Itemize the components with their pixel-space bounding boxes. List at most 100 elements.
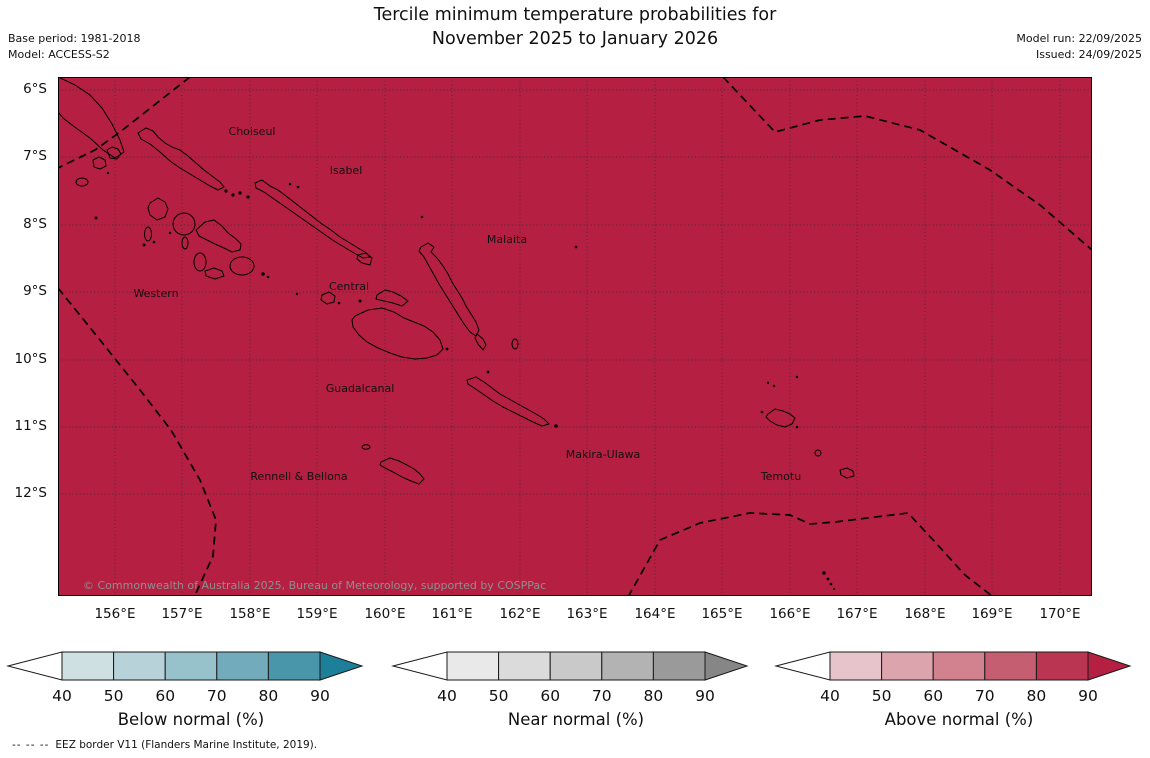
eez-footnote: -- -- -- EEZ border V11 (Flanders Marine … — [12, 739, 317, 751]
colorbar-below-normal: 40 50 60 70 80 90 Below normal (%) — [6, 651, 364, 729]
lat-tick-label: 9°S — [23, 283, 47, 299]
lon-tick-label: 170°E — [1039, 606, 1081, 622]
colorbar-segment — [829, 651, 883, 681]
island-utupua — [814, 449, 822, 457]
base-period-text: Base period: 1981-2018 — [8, 32, 141, 45]
colorbar-caption: Near normal (%) — [508, 710, 644, 729]
colorbar-segment — [61, 651, 115, 681]
colorbar-segment — [498, 651, 551, 681]
colorbar-tick-label: 60 — [923, 687, 943, 705]
colorbar-caption: Below normal (%) — [118, 710, 265, 729]
colorbar-near-normal: 40 50 60 70 80 90 Near normal (%) — [391, 651, 749, 729]
colorbar-over-arrow — [1087, 651, 1132, 681]
colorbar-tick-label: 50 — [872, 687, 892, 705]
island-mono — [75, 177, 89, 187]
region-label-malaita: Malaita — [487, 233, 527, 246]
colorbar-tick-label: 80 — [644, 687, 664, 705]
colorbar-tick-label: 60 — [540, 687, 560, 705]
colorbar-over-arrow — [319, 651, 364, 681]
lon-tick-label: 167°E — [836, 606, 878, 622]
island-ranongga — [144, 226, 152, 242]
lat-tick-label: 6°S — [23, 81, 47, 97]
island-vangunu — [229, 256, 255, 276]
island-guadalcanal — [351, 307, 444, 360]
region-label-guadalcanal: Guadalcanal — [326, 382, 395, 395]
island-coastlines — [57, 76, 855, 485]
island-vella-lavella — [147, 197, 169, 221]
island-shortland — [92, 156, 107, 170]
lon-tick-label: 159°E — [296, 606, 338, 622]
colorbar-segment — [881, 651, 934, 681]
map-area: Choiseul Isabel Malaita Western Central Guada… — [57, 76, 1093, 598]
colorbar-segment — [984, 651, 1037, 681]
eez-footnote-text: EEZ border V11 (Flanders Marine Institut… — [55, 739, 318, 751]
colorbar-segment — [1035, 651, 1089, 681]
colorbar-segment — [549, 651, 603, 681]
title-line-2: November 2025 to January 2026 — [431, 29, 719, 49]
island-bougainville — [57, 76, 125, 159]
eez-border-northwest — [57, 76, 191, 169]
colorbar-tick-label: 70 — [207, 687, 227, 705]
lon-tick-label: 160°E — [364, 606, 406, 622]
lat-tick-label: 11°S — [14, 418, 48, 434]
title-line-1: Tercile minimum temperature probabilitie… — [373, 5, 777, 25]
island-malaita — [418, 242, 480, 337]
colorbar-tick-label: 90 — [1078, 687, 1098, 705]
lon-tick-label: 162°E — [499, 606, 541, 622]
lon-tick-label: 166°E — [769, 606, 811, 622]
colorbar-segment — [113, 651, 166, 681]
region-label-temotu: Temotu — [760, 470, 801, 483]
colorbar-tick-label: 50 — [104, 687, 124, 705]
lat-tick-label: 10°S — [14, 351, 48, 367]
colorbar-segment — [652, 651, 706, 681]
island-nendo — [765, 408, 796, 428]
probability-map: Choiseul Isabel Malaita Western Central Guada… — [57, 76, 1093, 598]
island-ulawa — [511, 338, 519, 350]
lon-tick-label: 169°E — [971, 606, 1013, 622]
island-choiseul — [137, 127, 225, 191]
lon-tick-label: 165°E — [701, 606, 743, 622]
model-run-text: Model run: 22/09/2025 — [1016, 32, 1142, 45]
colorbar-tick-label: 40 — [52, 687, 72, 705]
island-rendova — [193, 252, 207, 272]
colorbar-tick-label: 50 — [489, 687, 509, 705]
island-russell-islands — [320, 291, 336, 305]
eez-border-south — [627, 512, 993, 598]
colorbar-under-arrow — [391, 651, 448, 681]
issued-text: Issued: 24/09/2025 — [1035, 47, 1142, 61]
eez-border-lines — [57, 76, 1093, 598]
eez-dash-symbol: -- -- -- — [12, 739, 50, 751]
lon-tick-label: 168°E — [904, 606, 946, 622]
region-label-isabel: Isabel — [330, 164, 363, 177]
colorbar-segment — [164, 651, 218, 681]
colorbar-tick-label: 70 — [975, 687, 995, 705]
map-frame — [58, 77, 1092, 596]
eez-border-northeast — [722, 76, 1093, 251]
lon-tick-label: 158°E — [229, 606, 271, 622]
colorbar-segment — [446, 651, 500, 681]
lat-tick-label: 8°S — [23, 216, 47, 232]
colorbar-over-arrow — [704, 651, 749, 681]
island-san-jorge — [356, 252, 373, 266]
island-vanikoro — [839, 467, 855, 479]
lon-tick-label: 161°E — [431, 606, 473, 622]
eez-border-west — [57, 287, 217, 594]
region-label-rennell-bellona: Rennell & Bellona — [250, 470, 347, 483]
colorbar-segment — [932, 651, 986, 681]
colorbar-tick-label: 40 — [437, 687, 457, 705]
region-label-choiseul: Choiseul — [229, 125, 276, 138]
lon-tick-label: 157°E — [161, 606, 203, 622]
copyright-text: © Commonwealth of Australia 2025, Bureau… — [83, 579, 546, 592]
meta-right: Model run: 22/09/2025 Issued: 24/09/2025 — [1016, 31, 1142, 62]
colorbar-segment — [601, 651, 654, 681]
region-label-central: Central — [329, 280, 369, 293]
lon-tick-label: 163°E — [566, 606, 608, 622]
colorbar-segment — [216, 651, 269, 681]
map-background — [58, 77, 1092, 596]
page-title: Tercile minimum temperature probabilitie… — [58, 3, 1092, 51]
graticule-gridlines — [58, 77, 1092, 596]
colorbar-tick-label: 70 — [592, 687, 612, 705]
region-label-makira-ulawa: Makira-Ulawa — [566, 448, 640, 461]
small-islets — [94, 171, 836, 591]
